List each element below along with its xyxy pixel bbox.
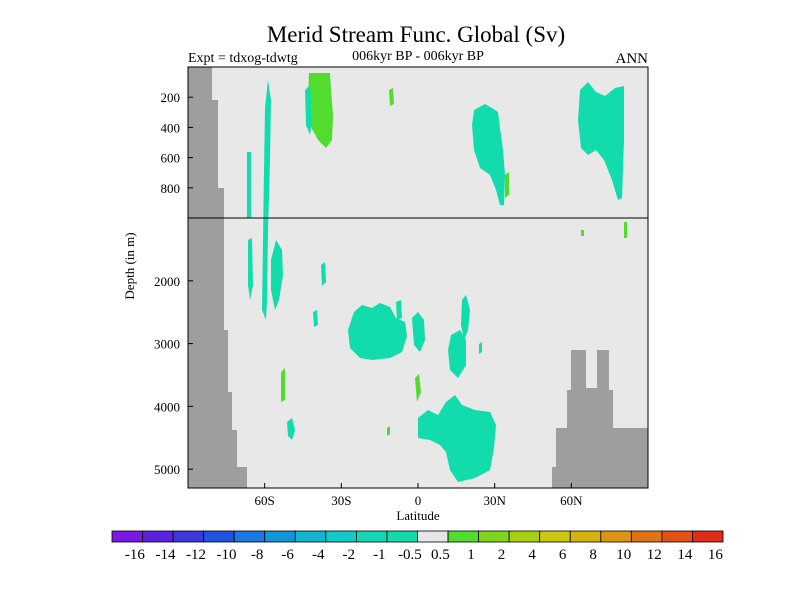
- colorbar-label: 1: [467, 547, 475, 563]
- colorbar-swatch: [264, 530, 296, 543]
- region-teal-tiny-1: [321, 262, 326, 286]
- region-green-80n-mid: [624, 222, 627, 238]
- region-teal-60s-column: [262, 80, 271, 320]
- region-teal-60s-lower: [248, 238, 253, 300]
- colorbar-swatch: [142, 530, 174, 543]
- colorbar-swatch: [111, 530, 143, 543]
- colorbar-label: -0.5: [398, 547, 422, 563]
- colorbar-swatch: [294, 530, 327, 543]
- season-label: ANN: [616, 51, 649, 67]
- colorbar-label: 14: [677, 547, 693, 563]
- x-tick-label: 60N: [560, 493, 583, 508]
- region-teal-50s-deepest: [287, 418, 295, 440]
- land-arctic: [552, 350, 648, 488]
- x-axis: 60S 30S 0 30N 60N: [255, 483, 583, 508]
- colorbar-swatch: [508, 530, 541, 543]
- colorbar-label: -4: [312, 547, 325, 563]
- x-tick-label: 30N: [483, 493, 506, 508]
- colorbar-label: 8: [589, 547, 597, 563]
- colorbar-swatch: [355, 530, 388, 543]
- colorbar-swatch: [630, 530, 663, 543]
- y-tick-label: 4000: [154, 399, 180, 414]
- x-tick-label: 60S: [255, 493, 275, 508]
- region-teal-60s-upper: [247, 152, 251, 218]
- land-mask: [188, 67, 648, 488]
- x-tick-label: 30S: [331, 493, 351, 508]
- colorbar-label: 10: [616, 547, 631, 563]
- region-teal-15n-deepest: [418, 395, 496, 482]
- region-teal-70n-upper: [578, 82, 624, 200]
- region-teal-25n-upper: [472, 104, 505, 205]
- colorbar-swatch: [478, 530, 510, 543]
- region-teal-20s-deep: [348, 303, 407, 360]
- land-antarctica: [188, 67, 247, 488]
- colorbar-label: -16: [125, 547, 145, 563]
- region-green-65n-mid: [581, 230, 584, 236]
- region-teal-15n-deep: [461, 295, 470, 340]
- colorbar-swatch: [325, 530, 357, 543]
- colorbar-swatch: [233, 530, 266, 543]
- region-green-tiny-lower: [387, 426, 390, 436]
- colorbar-label: 2: [498, 547, 506, 563]
- colorbar-swatch: [600, 530, 632, 543]
- colorbar-label: -2: [343, 547, 356, 563]
- region-green-50s-deep: [281, 368, 285, 402]
- colorbar-swatch: [447, 530, 479, 543]
- x-tick-label: 0: [415, 493, 422, 508]
- region-green-tiny-upper: [389, 88, 394, 106]
- colorbar-swatch: [203, 530, 235, 543]
- region-teal-0-deep: [412, 312, 425, 352]
- colorbar-label: -12: [186, 547, 206, 563]
- region-green-25n-upper: [505, 172, 509, 198]
- colorbar-swatch: [539, 530, 571, 543]
- y-axis: 200 400 600 800 2000 3000 4000 5000: [154, 90, 193, 477]
- period-label: 006kyr BP - 006kyr BP: [352, 49, 484, 64]
- region-teal-tiny-3: [479, 342, 482, 354]
- colorbar-label: -8: [251, 547, 264, 563]
- region-teal-35s-upper: [305, 85, 312, 135]
- x-axis-label: Latitude: [396, 508, 440, 523]
- colorbar-label: -14: [155, 547, 175, 563]
- contour-regions: [247, 73, 627, 482]
- colorbar-label: -10: [217, 547, 237, 563]
- colorbar-swatch: [569, 530, 602, 543]
- colorbar-swatch: [417, 530, 449, 543]
- colorbar-label: 0.5: [431, 547, 450, 563]
- colorbar-swatch: [692, 530, 724, 543]
- experiment-label: Expt = tdxog-tdwtg: [188, 51, 298, 66]
- colorbar-swatch: [661, 530, 693, 543]
- y-tick-label: 5000: [154, 462, 180, 477]
- y-tick-label: 2000: [154, 274, 180, 289]
- y-tick-label: 200: [161, 90, 181, 105]
- region-green-35s-upper: [308, 73, 333, 148]
- region-teal-10n-deep: [448, 330, 466, 378]
- chart-title: Merid Stream Func. Global (Sv): [267, 22, 565, 47]
- colorbar-label: 16: [708, 547, 724, 563]
- region-teal-5s-deep: [396, 300, 402, 320]
- colorbar: -16 -14 -12 -10 -8 -6 -4 -2 -1 -0.5 0.5 1 2 4 6 8 10 12 14…: [111, 530, 724, 563]
- y-tick-label: 400: [161, 120, 181, 135]
- y-tick-label: 600: [161, 151, 181, 166]
- colorbar-swatch: [386, 530, 418, 543]
- colorbar-label: -1: [373, 547, 386, 563]
- region-teal-55s-lower: [271, 240, 283, 310]
- y-tick-label: 800: [161, 181, 181, 196]
- region-teal-tiny-2: [313, 310, 318, 327]
- colorbar-label: -6: [281, 547, 294, 563]
- region-green-0-deep: [415, 374, 421, 402]
- y-axis-label: Depth (in m): [122, 232, 137, 299]
- colorbar-label: 4: [528, 547, 536, 563]
- colorbar-label: 12: [647, 547, 662, 563]
- y-tick-label: 3000: [154, 337, 180, 352]
- colorbar-label: 6: [559, 547, 567, 563]
- colorbar-swatch: [172, 530, 205, 543]
